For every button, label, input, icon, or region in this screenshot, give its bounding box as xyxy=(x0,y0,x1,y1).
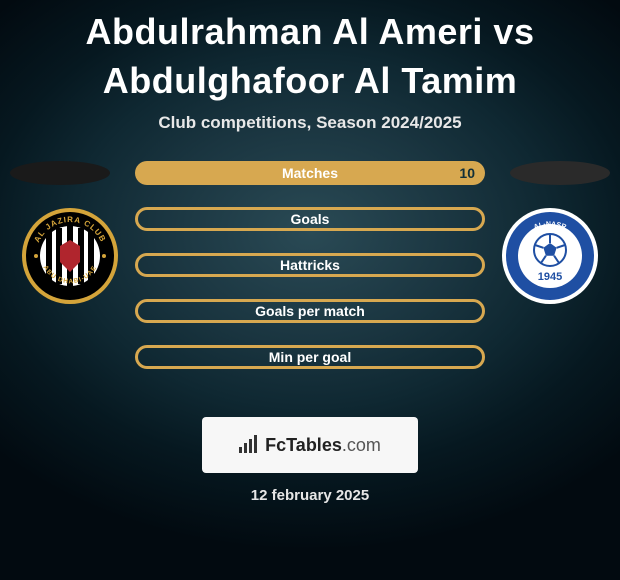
stat-bars: Matches 10 Goals Hattricks Goals per mat… xyxy=(135,161,485,369)
fctables-logo: FcTables.com xyxy=(202,417,418,473)
bar-value-right: 10 xyxy=(459,165,475,181)
bar-matches: Matches 10 xyxy=(135,161,485,185)
bar-goals-per-match: Goals per match xyxy=(135,299,485,323)
bar-label: Min per goal xyxy=(269,349,351,365)
svg-text:1945: 1945 xyxy=(538,271,562,283)
bar-label: Goals xyxy=(291,211,330,227)
al-nasr-badge-icon: 1945 AL·NASR xyxy=(500,206,600,306)
al-jazira-badge-icon: AL JAZIRA CLUB ABU DHABI-UAE xyxy=(20,206,120,306)
bar-chart-icon xyxy=(239,435,259,456)
subtitle: Club competitions, Season 2024/2025 xyxy=(0,113,620,133)
bar-label: Hattricks xyxy=(280,257,340,273)
shadow-right xyxy=(510,161,610,185)
logo-text: FcTables.com xyxy=(265,435,381,456)
comparison-chart: AL JAZIRA CLUB ABU DHABI-UAE xyxy=(0,161,620,391)
bar-goals: Goals xyxy=(135,207,485,231)
shadow-left xyxy=(10,161,110,185)
logo-name: FcTables xyxy=(265,435,342,455)
team-right-badge: 1945 AL·NASR xyxy=(500,213,600,298)
page-title: Abdulrahman Al Ameri vs Abdulghafoor Al … xyxy=(0,0,620,105)
date-label: 12 february 2025 xyxy=(0,487,620,504)
bar-label: Matches xyxy=(282,165,338,181)
team-left-badge: AL JAZIRA CLUB ABU DHABI-UAE xyxy=(20,213,120,298)
bar-min-per-goal: Min per goal xyxy=(135,345,485,369)
logo-domain: .com xyxy=(342,435,381,455)
bar-hattricks: Hattricks xyxy=(135,253,485,277)
bar-label: Goals per match xyxy=(255,303,365,319)
